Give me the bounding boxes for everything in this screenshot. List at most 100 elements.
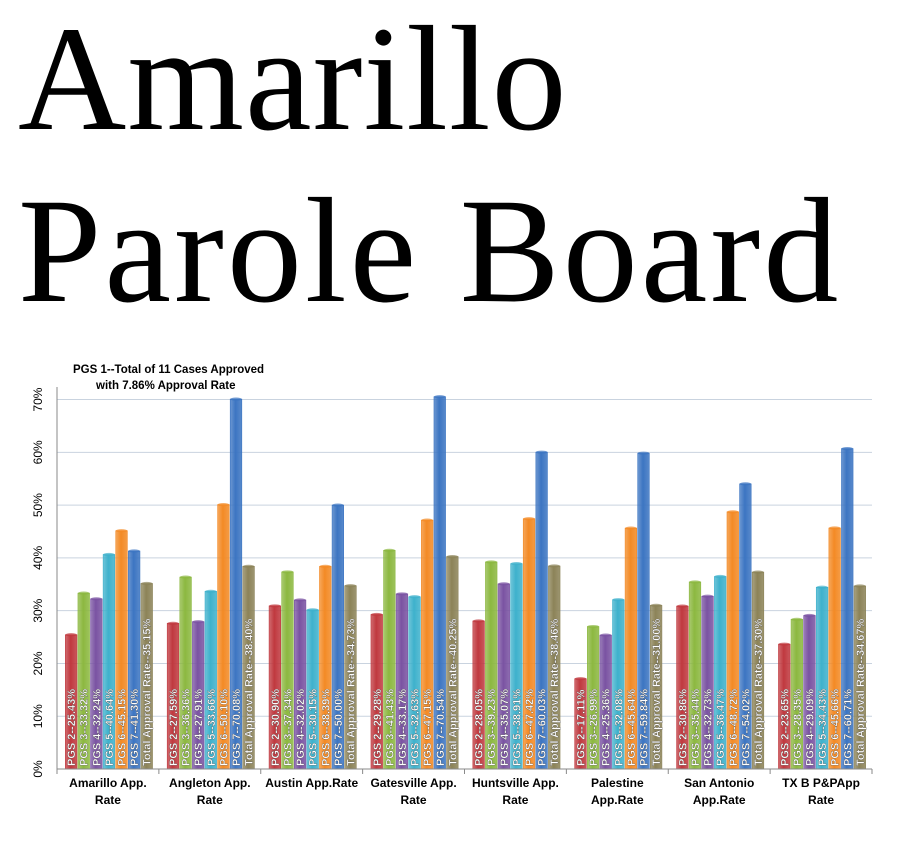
bar-cap	[140, 581, 153, 586]
bar-cap	[574, 677, 587, 681]
bar-data-label: PGS 4--32.02%	[295, 689, 307, 766]
x-category-label: TX B P&PApp Rate	[782, 776, 860, 807]
bar-cap	[752, 570, 764, 574]
bar-data-label: Total Approval Rate--34.73%	[345, 618, 357, 766]
y-tick-label: 70%	[31, 387, 45, 411]
bar-cap	[65, 633, 77, 637]
bar-cap	[306, 608, 319, 612]
bar-data-label: Total Approval Rate--31.00%	[651, 618, 663, 766]
bar-data-label: PGS 2--29.28%	[372, 689, 384, 766]
bar-data-label: PGS 3--37.34%	[282, 689, 294, 766]
bar-data-label: PGS 3--33.32%	[79, 689, 91, 766]
bar-data-label: PGS 3--26.99%	[588, 689, 600, 766]
bar-data-label: PGS 3--35.44%	[690, 689, 702, 766]
bar-data-label: PGS 7--59.84%	[639, 689, 651, 766]
bar-cap	[446, 554, 459, 559]
bar-data-label: Total Approval Rate--40.25%	[447, 618, 459, 766]
bar-data-label: PGS 6--47.42%	[524, 689, 536, 766]
bar-data-label: PGS 7--70.08%	[231, 689, 243, 766]
bar-cap	[816, 585, 828, 589]
bar-data-label: PGS 5--32.08%	[613, 689, 625, 766]
bar-cap	[383, 548, 396, 552]
bar-cap	[269, 604, 281, 608]
bar-data-label: PGS 4--29.09%	[804, 689, 816, 766]
bar-cap	[281, 570, 294, 574]
bar-cap	[548, 564, 561, 568]
bar-data-label: PGS 7--50.00%	[333, 689, 345, 766]
bar-cap	[535, 450, 548, 454]
y-tick-label: 30%	[31, 598, 45, 622]
bar-cap	[599, 633, 612, 637]
y-tick-label: 10%	[31, 704, 45, 728]
bar-cap	[714, 574, 726, 579]
bar-data-label: PGS 7--70.54%	[435, 689, 447, 766]
bar-data-label: PGS 2--17.11%	[576, 689, 588, 766]
bar-cap	[625, 526, 637, 530]
bar-data-label: Total Approval Rate--37.30%	[753, 618, 765, 766]
chart-category-labels: Amarillo App. Rate Angleton App. Rate Austin…	[69, 776, 860, 807]
bar-data-label: PGS 7--60.03%	[537, 689, 549, 766]
bar-cap	[676, 604, 689, 608]
chart-annotation-line-2: with 7.86% Approval Rate	[95, 380, 236, 392]
bar-data-label: PGS 3--36.36%	[181, 689, 193, 766]
bar-data-label: PGS 4--25.36%	[601, 689, 613, 766]
y-tick-label: 0%	[31, 760, 45, 778]
bar-cap	[637, 451, 650, 455]
x-category-label: Angleton App. Rate	[169, 776, 251, 807]
bar-cap	[344, 584, 357, 588]
bar-cap	[332, 503, 344, 507]
bar-data-label: PGS 6--48.72%	[728, 689, 740, 766]
bar-data-label: PGS 3--41.43%	[384, 689, 396, 766]
bar-cap	[739, 482, 752, 486]
chart-annotation-line-1: PGS 1--Total of 11 Cases Approved	[73, 364, 264, 376]
bar-cap	[128, 549, 140, 553]
bar-data-label: PGS 7--41.30%	[129, 689, 141, 766]
bar-cap	[77, 591, 90, 595]
bar-cap	[192, 620, 205, 624]
bar-data-label: PGS 2--25.43%	[66, 689, 78, 766]
bar-cap	[217, 502, 230, 507]
bar-cap	[523, 517, 535, 521]
bar-data-label: PGS 5--32.63%	[410, 689, 422, 766]
bar-cap	[294, 598, 306, 602]
chart-y-tick-labels: 0% 10% 20% 30% 40% 50% 60% 70%	[31, 387, 45, 777]
bar-cap	[612, 598, 625, 602]
x-category-label: Amarillo App. Rate	[69, 776, 147, 807]
bar-data-label: PGS 5--30.15%	[308, 689, 320, 766]
bar-cap	[396, 592, 408, 596]
bar-data-label: PGS 2--27.59%	[168, 689, 180, 766]
y-tick-label: 60%	[31, 440, 45, 464]
bar-data-label: PGS 5--34.43%	[817, 689, 829, 766]
bar-data-label: PGS 2--23.65%	[779, 689, 791, 766]
bar-cap	[650, 603, 662, 607]
bar-cap	[587, 624, 599, 629]
bar-cap	[841, 446, 854, 451]
bar-cap	[803, 613, 816, 618]
bar-cap	[115, 529, 128, 533]
chart-bar-labels: PGS 2--25.43% PGS 3--33.32% PGS 4--32.24% P…	[66, 618, 867, 766]
y-tick-label: 50%	[31, 493, 45, 517]
x-category-label: Huntsville App. Rate	[472, 776, 559, 807]
bar-data-label: PGS 7--54.02%	[740, 689, 752, 766]
bar-cap	[179, 575, 192, 579]
bar-data-label: PGS 6--47.15%	[422, 689, 434, 766]
bar-data-label: PGS 6--50.10%	[218, 689, 230, 766]
bar-cap	[701, 594, 714, 598]
bar-cap	[498, 582, 510, 586]
x-category-label: Palestine App.Rate	[591, 776, 644, 807]
bar-cap	[689, 580, 701, 584]
bar-data-label: PGS 3--28.35%	[792, 689, 804, 766]
bar-data-label: PGS 7--60.71%	[842, 689, 854, 766]
bar-cap	[433, 395, 446, 399]
bar-cap	[242, 564, 255, 568]
bar-data-label: PGS 4--32.24%	[91, 689, 103, 766]
bar-data-label: PGS 5--40.64%	[104, 689, 116, 766]
bar-cap	[854, 584, 866, 588]
bar-data-label: PGS 2--30.86%	[677, 689, 689, 766]
bar-data-label: PGS 4--32.73%	[703, 689, 715, 766]
page-title-line-2: Parole Board	[18, 168, 842, 334]
bar-data-label: PGS 6--38.39%	[320, 689, 332, 766]
bar-data-label: PGS 4--33.17%	[397, 689, 409, 766]
bar-cap	[778, 642, 791, 646]
y-tick-label: 40%	[31, 546, 45, 570]
